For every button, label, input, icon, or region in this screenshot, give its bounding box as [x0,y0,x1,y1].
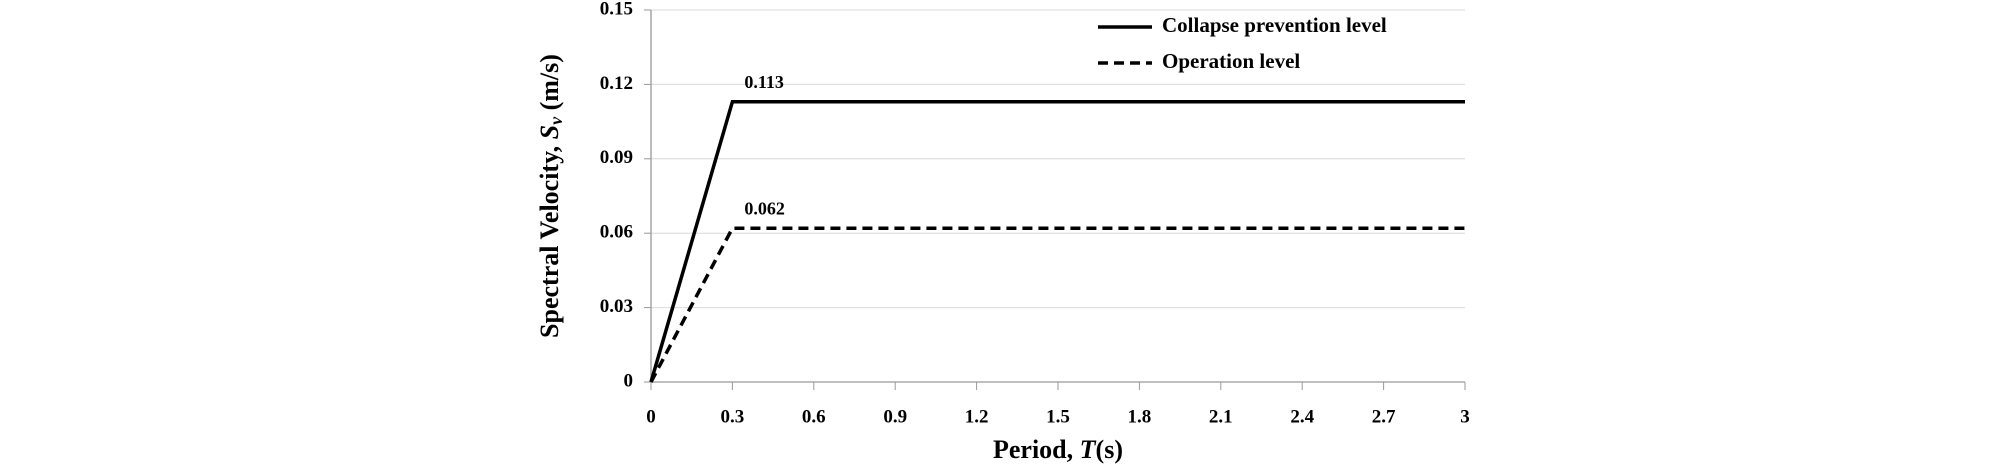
y-tick-label: 0.09 [600,147,633,168]
line [649,226,1465,383]
y-tick-label: 0.15 [600,0,633,19]
y-tick-label: 0.06 [600,222,633,243]
x-tick-label: 0 [646,406,656,427]
legend-label: Collapse prevention level [1162,13,1387,37]
x-tick-label: 3 [1460,406,1470,427]
data-label: 0.113 [744,72,784,92]
data-label: 0.062 [744,198,785,218]
x-tick-label: 2.4 [1290,406,1314,427]
legend-label: Operation level [1162,49,1300,73]
x-tick-label: 2.7 [1372,406,1396,427]
x-tick-label: 1.5 [1046,406,1070,427]
x-tick-label: 0.9 [883,406,907,427]
x-tick-label: 0.6 [802,406,826,427]
y-axis-title: Spectral Velocity, Sv (m/s) [535,54,566,338]
x-tick-label: 2.1 [1209,406,1233,427]
x-tick-label: 1.2 [965,406,989,427]
y-tick-label: 0.12 [600,73,633,94]
x-axis-title: Period, T(s) [993,435,1123,464]
x-tick-label: 1.8 [1128,406,1152,427]
y-tick-label: 0 [624,370,634,391]
x-tick-label: 0.3 [721,406,745,427]
line [649,100,1465,383]
y-tick-label: 0.03 [600,296,633,317]
